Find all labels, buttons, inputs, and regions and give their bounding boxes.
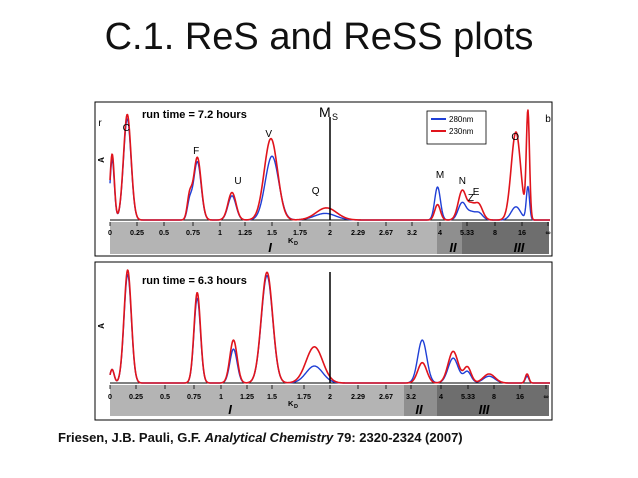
x-tick-label: 16: [518, 228, 526, 237]
x-tick-label: 0: [108, 392, 112, 401]
x-tick-label: 1.25: [240, 392, 254, 401]
x-tick-label: 5.33: [460, 228, 474, 237]
x-tick-label: 1.75: [297, 392, 311, 401]
peak-label-C: C: [123, 123, 130, 134]
x-tick-label: 0.25: [130, 228, 144, 237]
peak-label-N: N: [459, 176, 466, 187]
peak-label-M: M: [436, 170, 444, 181]
x-tick-label: 2.67: [379, 392, 393, 401]
legend-entry-280nm: 280nm: [449, 115, 474, 124]
x-tick-label: 2.67: [379, 228, 393, 237]
run-time-annotation: run time = 7.2 hours: [142, 109, 247, 121]
x-axis-label: K: [288, 399, 294, 408]
x-tick-label: 0.5: [159, 228, 169, 237]
x-tick-label: 2.29: [351, 228, 365, 237]
x-tick-label: 8: [492, 392, 496, 401]
x-axis-label: K: [288, 236, 294, 245]
run-time-annotation: run time = 6.3 hours: [142, 275, 247, 287]
x-tick-label: 4: [439, 392, 443, 401]
ms-marker-label-subscript: S: [332, 112, 338, 122]
x-tick-label: 5.33: [461, 392, 475, 401]
legend-entry-230nm: 230nm: [449, 127, 474, 136]
region-band-II: [437, 222, 462, 254]
x-tick-label: 0.5: [160, 392, 170, 401]
citation: Friesen, J.B. Pauli, G.F. Analytical Che…: [58, 430, 463, 445]
x-tick-label: 0.75: [187, 392, 201, 401]
region-label-II: II: [415, 402, 423, 417]
peak-label-Q: Q: [312, 186, 320, 197]
x-tick-label: 1.5: [267, 392, 277, 401]
x-tick-label: 1.5: [267, 228, 277, 237]
peak-label-V: V: [265, 129, 272, 140]
region-band-III: [462, 222, 549, 254]
x-tick-label: 0: [108, 228, 112, 237]
region-band-I: [110, 222, 437, 254]
x-tick-label: 3.2: [407, 228, 417, 237]
citation-authors: Friesen, J.B. Pauli, G.F.: [58, 430, 205, 445]
peak-label-Z: Z: [468, 193, 474, 204]
region-label-I: I: [268, 240, 272, 255]
x-tick-label: 2.29: [351, 392, 365, 401]
region-label-I: I: [228, 402, 232, 417]
peak-label-r: r: [98, 118, 102, 129]
ms-marker-label: M: [319, 104, 331, 120]
x-tick-label: 8: [493, 228, 497, 237]
peak-label-F: F: [193, 146, 199, 157]
region-label-III: III: [514, 240, 525, 255]
peak-label-b: b: [545, 114, 551, 125]
x-tick-label: 3.2: [406, 392, 416, 401]
x-axis-label-subscript: D: [294, 404, 298, 410]
citation-details: 79: 2320-2324 (2007): [333, 430, 463, 445]
legend-box: [426, 110, 487, 145]
x-tick-label: 4: [438, 228, 442, 237]
x-tick-label: 0.25: [129, 392, 143, 401]
peak-label-O: O: [511, 132, 519, 143]
x-tick-label: ∞: [543, 392, 548, 401]
region-band-II: [404, 385, 437, 416]
x-tick-label: 1.75: [293, 228, 307, 237]
region-label-II: II: [449, 240, 457, 255]
x-axis-label-subscript: D: [294, 241, 298, 247]
x-tick-label: 1: [218, 228, 222, 237]
x-tick-label: 2: [328, 392, 332, 401]
y-axis-label: A: [97, 323, 106, 329]
x-tick-label: 1: [219, 392, 223, 401]
x-tick-label: 0.75: [186, 228, 200, 237]
x-tick-label: 16: [516, 392, 524, 401]
region-band-I: [110, 385, 404, 416]
slide-title: C.1. ReS and ReSS plots: [104, 16, 534, 58]
peak-label-E: E: [473, 187, 480, 198]
region-band-III: [437, 385, 549, 416]
citation-journal: Analytical Chemistry: [204, 430, 334, 445]
x-tick-label: 1.25: [238, 228, 252, 237]
x-tick-label: ∞: [545, 228, 550, 237]
region-label-III: III: [479, 402, 490, 417]
y-axis-label: A: [97, 157, 106, 163]
peak-label-U: U: [234, 176, 241, 187]
x-tick-label: 2: [328, 228, 332, 237]
